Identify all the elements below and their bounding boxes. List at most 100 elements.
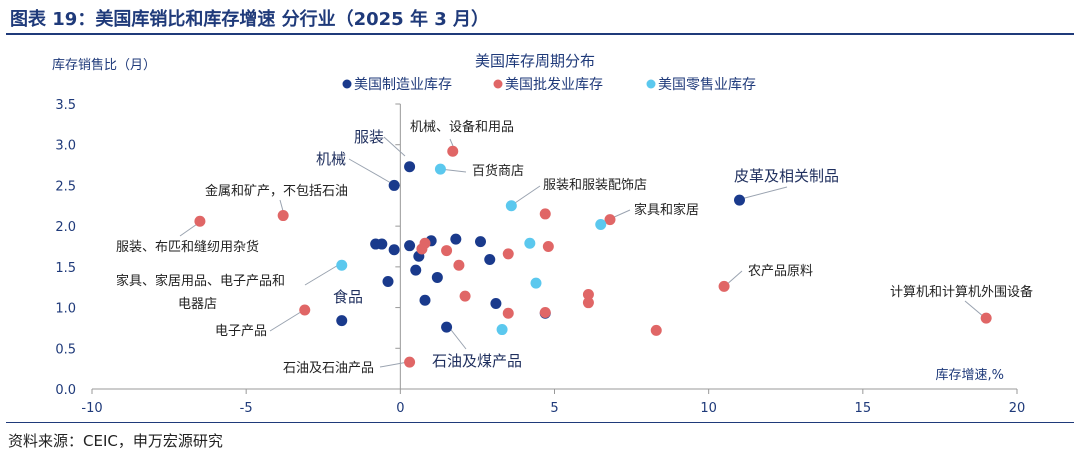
data-point <box>277 210 289 222</box>
data-point <box>595 219 607 231</box>
data-point <box>604 214 616 226</box>
y-tick-label: 0.0 <box>55 383 76 398</box>
data-label: 服装和服装配饰店 <box>543 178 647 193</box>
x-tick-label: 15 <box>855 401 872 416</box>
data-point <box>434 163 446 175</box>
label-leader-line <box>304 263 341 286</box>
y-tick-label: 2.0 <box>55 220 76 235</box>
data-point <box>450 233 462 245</box>
legend-marker <box>493 79 503 89</box>
data-point <box>416 243 428 255</box>
x-tick-label: 20 <box>1009 401 1026 416</box>
data-point <box>490 298 502 309</box>
data-point <box>388 244 400 256</box>
data-point <box>299 304 311 316</box>
data-label: 百货商店 <box>472 163 524 179</box>
data-point <box>382 276 394 288</box>
legend-entry: 美国零售业库存 <box>658 77 756 93</box>
data-label: 石油及石油产品 <box>283 361 374 376</box>
label-leader-line <box>740 186 788 200</box>
x-tick-label: 0 <box>396 401 404 416</box>
label-leader-line <box>449 138 454 147</box>
data-point <box>459 290 471 302</box>
data-label: 机械 <box>316 150 346 168</box>
legend-marker <box>646 79 656 89</box>
scatter-chart: 美国库存周期分布 库存销售比（月） 库存增速,% 美国制造业库存 美国批发业库存美… <box>52 52 1033 416</box>
data-point <box>734 194 745 206</box>
data-label: 农产品原料 <box>748 264 813 279</box>
data-point <box>542 241 554 252</box>
data-label: 服装 <box>354 128 384 146</box>
data-point <box>718 280 730 292</box>
y-axis-label: 库存销售比（月） <box>52 57 156 73</box>
y-tick-label: 3.5 <box>55 98 76 113</box>
data-label: 皮革及相关制品 <box>734 167 839 185</box>
leader-lines <box>179 136 985 368</box>
point-labels: 服装机械皮革及相关制品食品石油及煤产品机械、设备和用品金属和矿产，不包括石油服装… <box>116 119 1033 376</box>
legend: 美国制造业库存 美国批发业库存 美国零售业库存 <box>342 77 756 93</box>
data-point <box>539 306 551 318</box>
x-axis-label: 库存增速,% <box>936 367 1005 383</box>
x-tick-label: -5 <box>240 401 253 416</box>
data-point <box>524 237 536 249</box>
y-tick-label: 1.0 <box>55 302 76 317</box>
x-tick-label: 5 <box>550 401 558 416</box>
data-label: 石油及煤产品 <box>432 352 522 370</box>
data-label: 食品 <box>333 288 363 306</box>
data-point <box>502 307 514 319</box>
legend-entry: 美国制造业库存 <box>354 77 452 93</box>
data-point <box>194 215 206 227</box>
x-tick-label: -10 <box>81 401 102 416</box>
data-point <box>650 324 662 336</box>
data-label: 电子产品 <box>215 324 267 339</box>
data-point <box>502 248 514 260</box>
data-point <box>496 324 508 336</box>
data-point <box>980 312 992 324</box>
data-point <box>530 277 542 289</box>
label-leader-line <box>348 158 392 184</box>
footer-divider <box>6 422 1074 423</box>
data-point <box>484 254 496 266</box>
data-label: 家具和家居 <box>634 202 699 218</box>
label-leader-line <box>379 361 409 368</box>
figure-title: 图表 19：美国库销比和库存增速 分行业（2025 年 3 月） <box>10 9 490 30</box>
data-label: 计算机和计算机外围设备 <box>890 284 1033 300</box>
data-point <box>410 264 422 276</box>
data-point <box>388 179 400 191</box>
data-point <box>431 271 443 283</box>
data-point <box>404 240 416 252</box>
y-tick-label: 0.5 <box>55 342 76 357</box>
data-point <box>582 289 594 301</box>
data-label: 电器店 <box>178 297 217 312</box>
data-label: 服装、布匹和缝纫用杂货 <box>116 239 259 255</box>
label-leader-line <box>611 209 631 219</box>
data-point <box>419 294 431 306</box>
chart-title: 美国库存周期分布 <box>475 52 595 70</box>
data-point <box>336 315 348 327</box>
legend-marker <box>342 79 352 89</box>
y-tick-label: 2.5 <box>55 179 76 194</box>
x-tick-label: 10 <box>700 401 717 416</box>
label-leader-line <box>964 300 985 318</box>
data-points <box>194 145 992 368</box>
axes: -10 -5 0 5 10 15 20 0.0 0.5 1.0 1.5 2.0 2.5 3.0 3.5 <box>55 98 1025 416</box>
label-leader-line <box>269 309 305 332</box>
data-point <box>447 145 459 157</box>
data-label: 家具、家居用品、电子产品和 <box>116 273 285 289</box>
y-tick-label: 3.0 <box>55 139 76 154</box>
data-point <box>376 238 388 250</box>
data-label: 金属和矿产，不包括石油 <box>205 183 348 199</box>
data-point <box>475 236 486 248</box>
data-point <box>441 245 453 257</box>
data-point <box>539 208 551 220</box>
data-point <box>505 200 517 212</box>
data-point <box>404 161 416 173</box>
figure-header: 图表 19：美国库销比和库存增速 分行业（2025 年 3 月） <box>0 0 1080 36</box>
header-divider <box>6 33 1074 35</box>
data-label: 机械、设备和用品 <box>410 119 514 135</box>
label-leader-line <box>511 185 541 206</box>
label-leader-line <box>383 136 406 157</box>
data-point <box>336 259 348 271</box>
label-leader-line <box>279 199 284 212</box>
source-note: 资料来源：CEIC，申万宏源研究 <box>8 432 223 450</box>
